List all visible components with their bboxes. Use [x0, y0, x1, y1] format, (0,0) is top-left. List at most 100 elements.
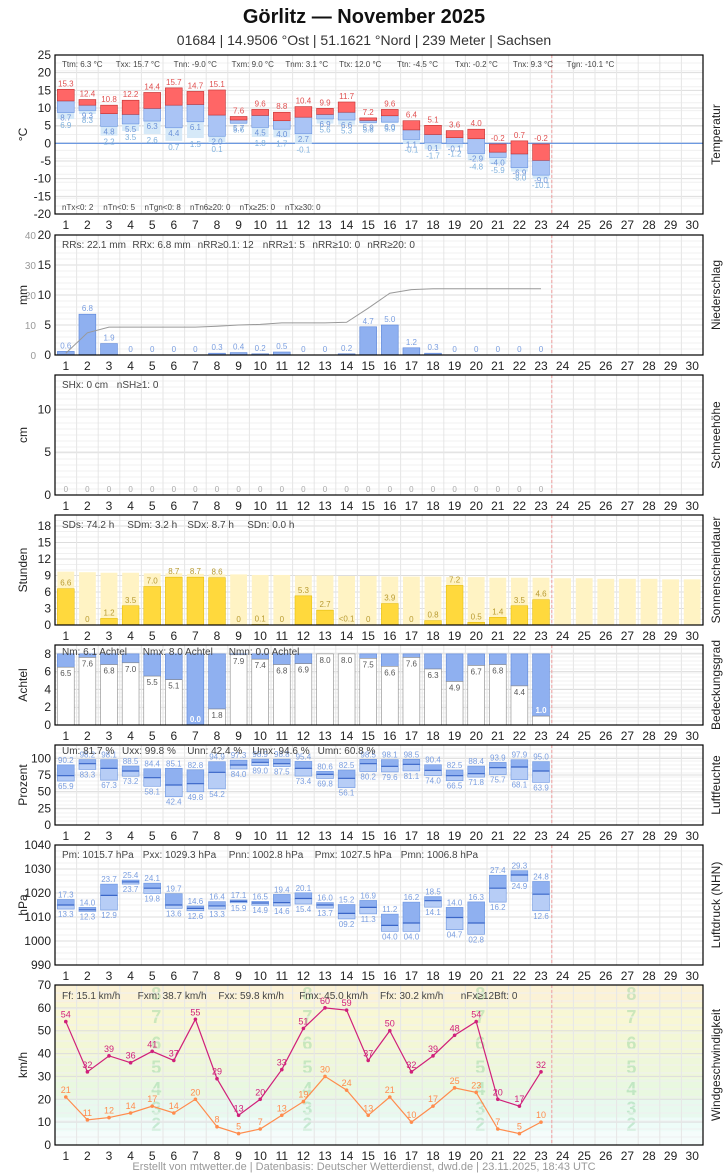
footer-credits: Erstellt von mtwetter.de | Datenbasis: D… — [132, 1161, 596, 1173]
svg-text:0.7: 0.7 — [514, 131, 526, 140]
tmax-bar — [510, 140, 529, 155]
tground-bar — [424, 142, 442, 150]
humidity-lower-bar — [532, 770, 550, 783]
svg-text:1.0: 1.0 — [535, 706, 547, 715]
svg-text:13.6: 13.6 — [166, 909, 182, 918]
svg-text:2: 2 — [151, 1114, 161, 1134]
svg-text:2: 2 — [84, 218, 91, 232]
svg-text:14: 14 — [340, 1149, 354, 1163]
stat-label: Ttm: 6.3 °C — [62, 60, 103, 69]
humidity-lower-bar — [186, 783, 205, 793]
svg-text:9: 9 — [235, 1149, 242, 1163]
tmin-bar — [316, 114, 334, 120]
svg-text:0: 0 — [193, 485, 198, 494]
svg-text:24.9: 24.9 — [512, 882, 528, 891]
svg-text:41: 41 — [147, 1039, 157, 1049]
svg-text:11: 11 — [276, 969, 289, 983]
clear-sky-bar — [381, 653, 399, 667]
svg-text:29: 29 — [664, 729, 678, 743]
svg-text:1: 1 — [62, 969, 69, 983]
humidity-lower-bar — [381, 766, 399, 773]
sunshine-bar — [510, 605, 529, 626]
svg-text:22: 22 — [513, 969, 527, 983]
svg-text:11: 11 — [276, 629, 289, 643]
svg-text:10.8: 10.8 — [101, 95, 117, 104]
tmin-bar — [489, 151, 507, 158]
svg-text:3: 3 — [106, 829, 113, 843]
svg-text:0: 0 — [172, 345, 177, 354]
svg-text:20: 20 — [38, 228, 52, 242]
svg-text:5.3: 5.3 — [298, 586, 310, 595]
svg-text:22: 22 — [513, 629, 527, 643]
svg-text:82.5: 82.5 — [447, 761, 463, 770]
svg-text:-20: -20 — [34, 207, 52, 221]
svg-text:2.2: 2.2 — [103, 138, 115, 147]
svg-text:2.7: 2.7 — [319, 600, 331, 609]
svg-text:20: 20 — [493, 1087, 503, 1097]
svg-text:3.5: 3.5 — [514, 596, 526, 605]
svg-text:5.0: 5.0 — [384, 315, 396, 324]
svg-text:8: 8 — [214, 969, 221, 983]
pressure-lower-bar — [510, 874, 529, 882]
svg-text:14.0: 14.0 — [80, 898, 96, 907]
svg-text:5.1: 5.1 — [427, 115, 439, 124]
svg-text:24: 24 — [342, 1078, 352, 1088]
svg-text:20: 20 — [38, 1092, 52, 1106]
svg-text:4.8: 4.8 — [103, 127, 115, 136]
tground-bar — [165, 127, 183, 141]
svg-text:-10: -10 — [34, 172, 52, 186]
svg-text:59: 59 — [342, 998, 352, 1008]
svg-text:16: 16 — [383, 499, 397, 513]
pressure-upper-bar — [359, 900, 377, 908]
svg-text:25: 25 — [578, 218, 592, 232]
svg-text:1.4: 1.4 — [492, 607, 504, 616]
svg-text:26: 26 — [599, 1149, 613, 1163]
svg-text:60: 60 — [38, 1001, 52, 1015]
svg-text:60: 60 — [320, 996, 330, 1006]
svg-text:5: 5 — [517, 1122, 522, 1132]
svg-text:5: 5 — [149, 218, 156, 232]
svg-text:9: 9 — [235, 729, 242, 743]
tmax-bar — [165, 87, 183, 106]
y-axis-label: Prozent — [16, 764, 30, 806]
svg-text:17: 17 — [147, 1094, 157, 1104]
stat-label: Pmx: 1027.5 hPa — [315, 850, 392, 861]
panel-title: Schneehöhe — [709, 401, 723, 469]
svg-text:30: 30 — [686, 729, 700, 743]
svg-text:-5.9: -5.9 — [491, 166, 505, 175]
svg-text:21: 21 — [491, 1149, 505, 1163]
svg-text:15: 15 — [38, 536, 52, 550]
svg-text:4.4: 4.4 — [514, 688, 526, 697]
humidity-upper-bar — [186, 769, 205, 784]
svg-text:54: 54 — [61, 1010, 71, 1020]
svg-text:26: 26 — [599, 729, 613, 743]
svg-text:15: 15 — [362, 359, 376, 373]
possible-sunshine-bar — [359, 576, 377, 625]
svg-text:04.0: 04.0 — [404, 932, 420, 941]
svg-text:8.0: 8.0 — [341, 656, 353, 665]
svg-text:6: 6 — [626, 1033, 636, 1053]
svg-text:1: 1 — [62, 1149, 69, 1163]
humidity-upper-bar — [208, 761, 226, 773]
humidity-upper-bar — [510, 759, 529, 768]
tmin-bar — [165, 104, 183, 129]
stat-label: nRR≥20: 0 — [367, 240, 415, 251]
tground-bar — [489, 157, 507, 165]
svg-text:0: 0 — [215, 485, 220, 494]
pressure-lower-bar — [489, 887, 507, 903]
svg-text:4: 4 — [127, 729, 134, 743]
svg-text:39: 39 — [428, 1044, 438, 1054]
precip-bar — [402, 347, 421, 356]
stat-label: Fxm: 38.7 km/h — [138, 991, 207, 1002]
possible-sunshine-bar — [640, 578, 658, 625]
svg-text:9: 9 — [235, 359, 242, 373]
stat-label: Nmx: 8.0 Achtel — [143, 647, 213, 658]
humidity-lower-bar — [294, 768, 313, 777]
svg-text:56.1: 56.1 — [339, 789, 355, 798]
svg-text:6: 6 — [44, 585, 51, 599]
svg-text:10: 10 — [38, 101, 52, 115]
svg-text:16.5: 16.5 — [252, 892, 268, 901]
svg-text:55: 55 — [190, 1007, 200, 1017]
precip-bar — [78, 313, 97, 356]
